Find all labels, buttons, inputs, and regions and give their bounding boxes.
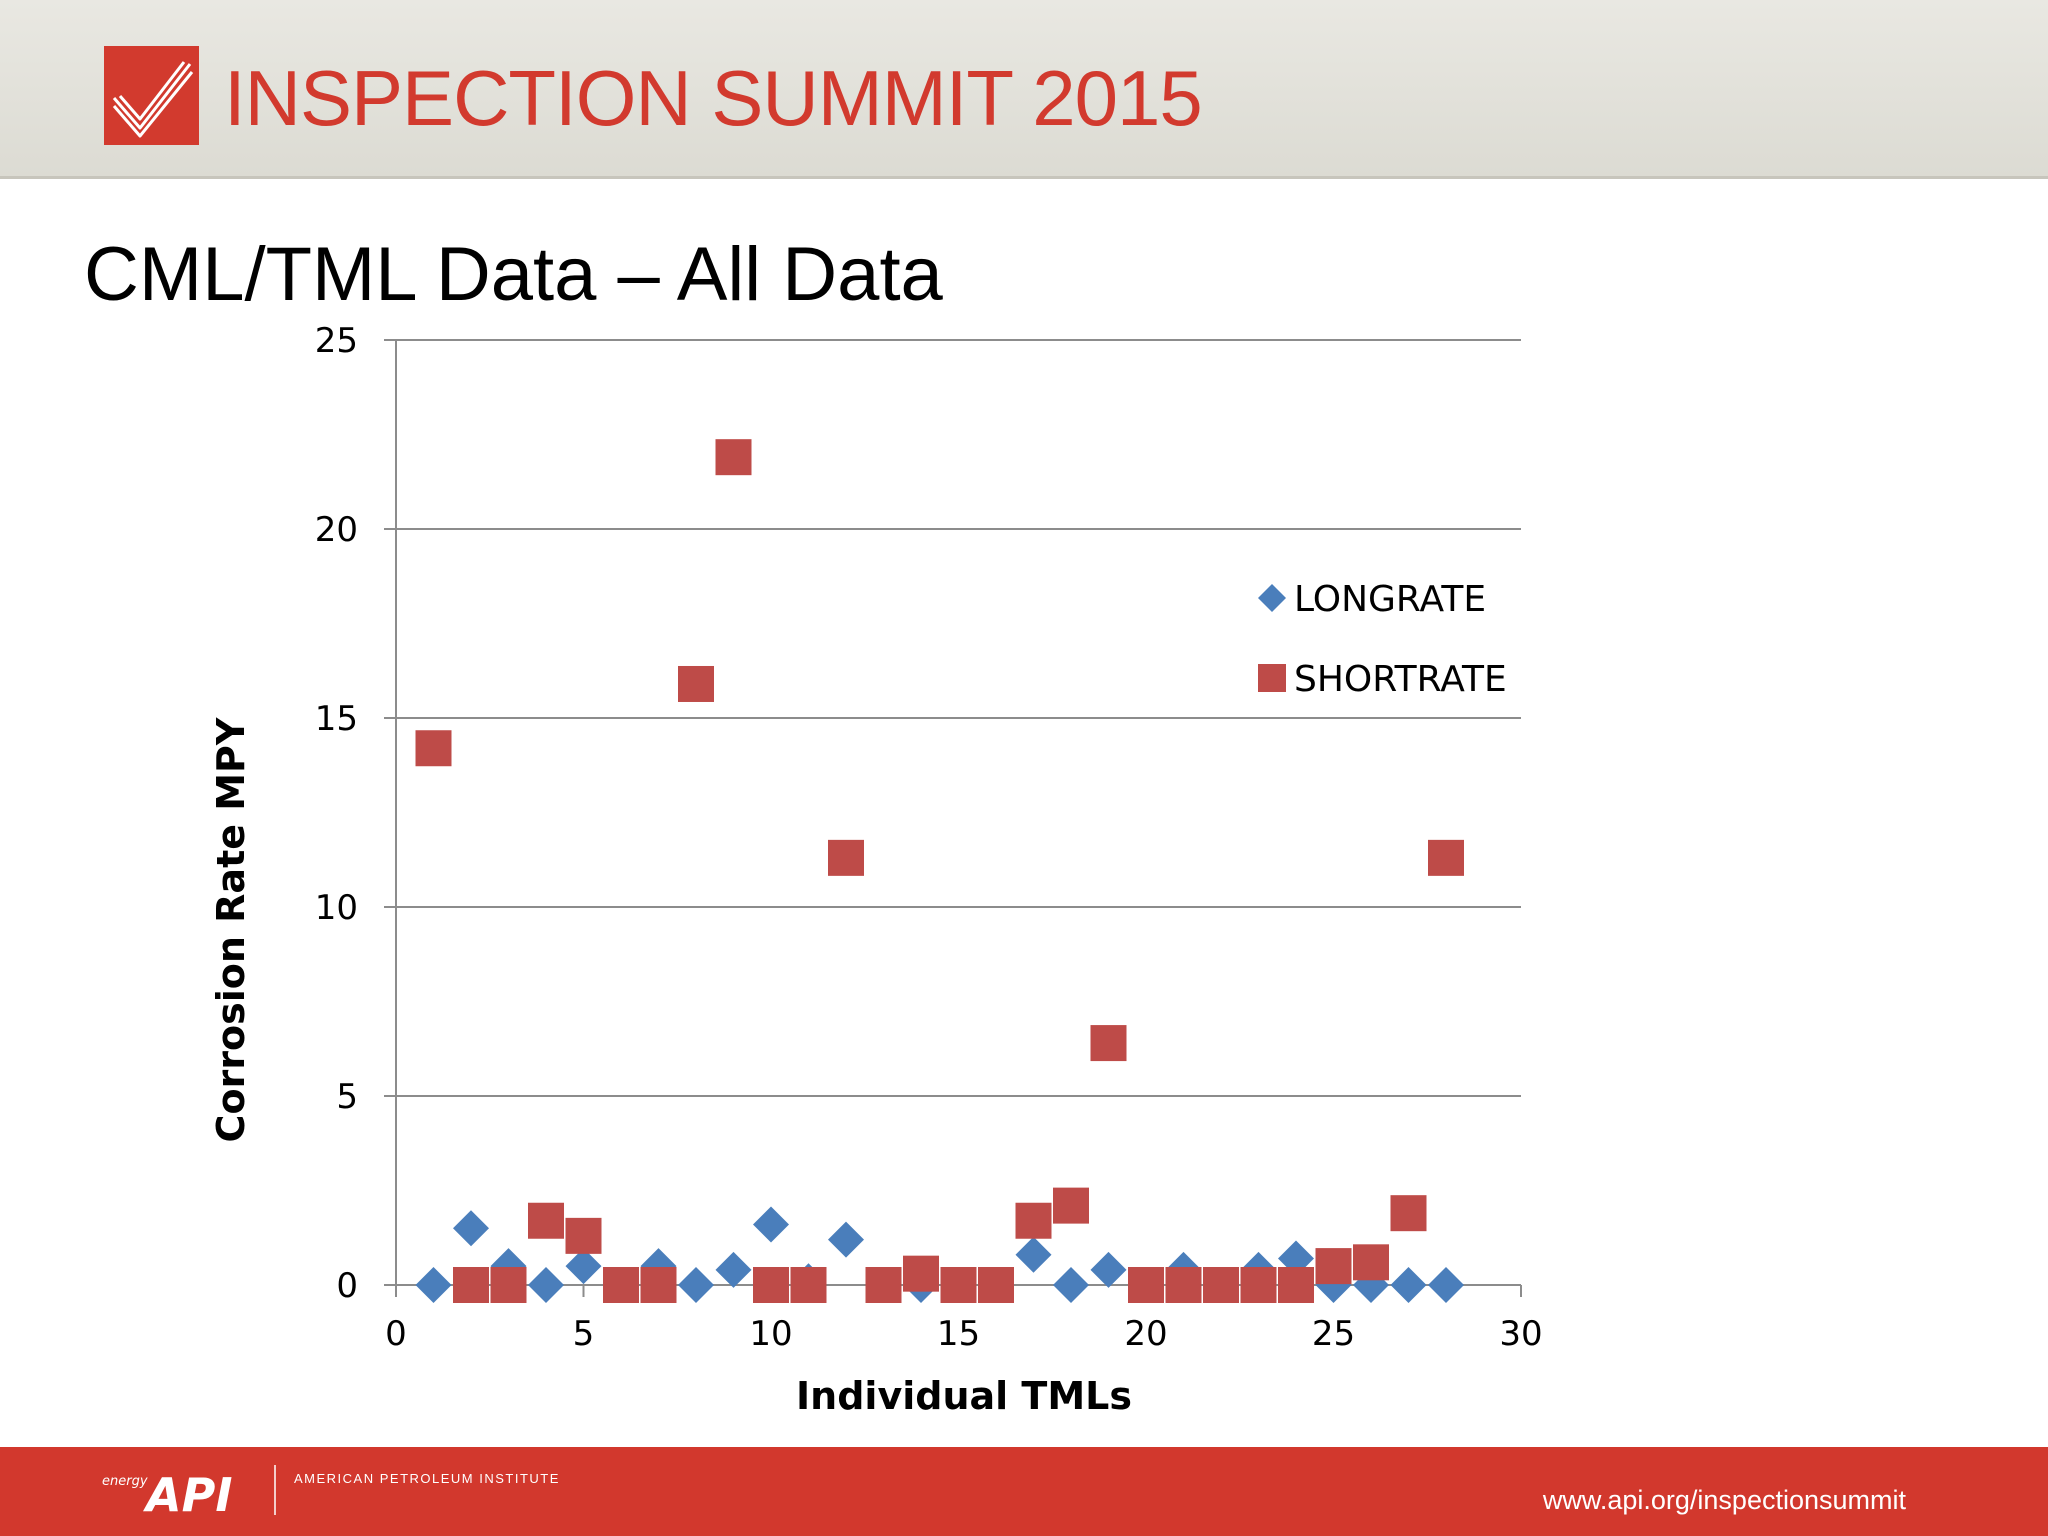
longrate-point-10 [753,1206,789,1243]
x-tick-label-3: 15 [937,1314,980,1354]
legend-marker-longrate [1258,584,1286,612]
grid-lines [396,339,1521,1097]
longrate-point-5 [565,1248,602,1285]
slide-title: CML/TML Data – All Data [84,232,943,317]
chart-legend: LONGRATE SHORTRATE [1258,579,1507,700]
y-tick-label-2: 10 [315,888,358,928]
shortrate-point-2 [453,1267,489,1303]
y-tick-label-3: 15 [315,699,358,739]
organization-name: AMERICAN PETROLEUM INSTITUTE [294,1471,560,1486]
legend-label-shortrate: SHORTRATE [1294,659,1507,700]
shortrate-point-19 [1090,1025,1127,1062]
longrate-point-27 [1390,1267,1427,1303]
longrate-point-2 [453,1210,489,1247]
x-axis-label: Individual TMLs [796,1374,1132,1418]
shortrate-point-17 [1015,1202,1052,1239]
shortrate-point-25 [1315,1248,1352,1285]
longrate-point-28 [1428,1267,1464,1303]
shortrate-point-26 [1353,1244,1389,1281]
shortrate-point-22 [1203,1267,1239,1303]
x-tick-label-4: 20 [1124,1314,1167,1354]
longrate-point-12 [828,1221,864,1258]
footer-url-link[interactable]: www.api.org/inspectionsummit [1542,1485,1906,1515]
checkmark-logo-icon [104,46,199,145]
shortrate-point-15 [940,1267,977,1303]
x-tick-label-5: 25 [1312,1314,1355,1354]
shortrate-point-10 [753,1267,789,1303]
x-tick-label-0: 0 [385,1314,407,1354]
shortrate-point-11 [790,1267,827,1303]
legend-marker-shortrate [1258,664,1286,692]
api-logo-small-text: energy [102,1474,148,1489]
y-tick-label-4: 20 [315,510,358,550]
longrate-point-18 [1053,1267,1089,1303]
x-tick-label-6: 30 [1499,1314,1542,1354]
api-logo: energy API [102,1468,232,1517]
shortrate-point-6 [603,1267,639,1303]
summit-title: INSPECTION SUMMIT 2015 [224,54,1203,142]
shortrate-point-28 [1428,839,1464,876]
x-tick-label-2: 10 [749,1314,792,1354]
shortrate-point-18 [1053,1187,1089,1224]
shortrate-point-7 [640,1267,677,1303]
shortrate-point-23 [1240,1267,1277,1303]
api-logo-text: API [143,1468,232,1517]
shortrate-point-9 [715,439,752,476]
y-tick-label-1: 5 [336,1077,358,1117]
shortrate-point-14 [903,1255,939,1292]
data-points [415,439,1464,1303]
y-axis-label: Corrosion Rate MPY [209,717,253,1142]
tick-labels: 0 5 10 15 20 25 0 5 10 15 20 25 30 [315,321,1543,1354]
longrate-point-19 [1090,1251,1127,1288]
shortrate-point-20 [1128,1267,1164,1303]
longrate-point-4 [528,1267,564,1303]
legend-label-longrate: LONGRATE [1294,579,1486,620]
scatter-chart: 0 5 10 15 20 25 0 5 10 15 20 25 30 LONGRATE SHORTRATE… [209,321,1543,1418]
y-tick-label-0: 0 [336,1266,358,1306]
y-tick-label-5: 25 [315,321,358,361]
shortrate-point-27 [1390,1195,1427,1232]
shortrate-point-4 [528,1202,564,1239]
longrate-point-8 [678,1267,714,1303]
x-tick-label-1: 5 [573,1314,595,1354]
shortrate-point-5 [565,1217,602,1254]
shortrate-point-13 [865,1267,902,1303]
chart-axes [384,339,1522,1297]
longrate-point-9 [715,1251,752,1288]
shortrate-point-8 [678,665,714,702]
shortrate-point-16 [978,1267,1014,1303]
footer-band: energy API AMERICAN PETROLEUM INSTITUTE … [0,1447,2048,1536]
footer-divider [274,1465,276,1515]
shortrate-point-3 [490,1267,527,1303]
shortrate-point-1 [415,730,452,767]
header-band: INSPECTION SUMMIT 2015 [0,0,2048,179]
longrate-point-17 [1015,1236,1052,1273]
shortrate-point-12 [828,839,864,876]
longrate-point-1 [415,1267,452,1303]
shortrate-point-24 [1278,1267,1314,1303]
shortrate-point-21 [1165,1267,1202,1303]
